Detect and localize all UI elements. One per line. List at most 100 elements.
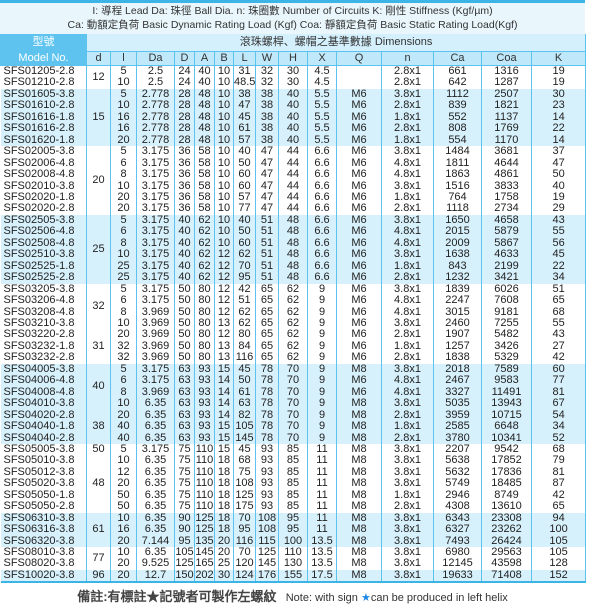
cell-k: 40 — [530, 180, 587, 192]
cell-l: 32 — [110, 352, 137, 364]
cell-h: 40 — [278, 123, 308, 135]
cell-model-no: SFS02006-4.8 — [0, 157, 87, 170]
cell-h: 44 — [278, 203, 308, 215]
cell-model-no: SFS05050-1.8 — [0, 489, 87, 502]
cell-d: 36 — [174, 180, 195, 192]
cell-l: 6 — [110, 295, 137, 307]
cell-w: 65 — [255, 317, 279, 330]
cell-n: 3.8x1 — [381, 283, 434, 296]
cell-l: 16 — [110, 123, 137, 135]
table-row: SFS03205-3.8 32 5 3.175 50 80 12 42 65 62 9 M6 3.8x1… — [0, 283, 587, 330]
cell-x: 9 — [307, 329, 337, 341]
table-row: SFS08020-3.8 20 9.525 125 165 25 120 145 130 13.5… — [0, 558, 587, 570]
cell-model-no: SFS05010-3.8 — [0, 455, 87, 467]
cell-w: 78 — [255, 363, 279, 376]
cell-d: 90 — [174, 524, 195, 536]
cell-l: 95 — [233, 272, 256, 284]
cell-l: 145 — [233, 432, 256, 444]
cell-l: 62 — [233, 317, 256, 330]
cell-q: M6 — [336, 283, 382, 296]
cell-a: 58 — [194, 157, 215, 170]
cell-x: 9 — [307, 340, 337, 353]
cell-h: 62 — [278, 329, 308, 341]
cell-k: 22 — [530, 260, 587, 273]
table-row: SFS04040-2.8 40 6.35 63 93 15 145 78 70 9 M8 2.8x1 3… — [0, 432, 587, 444]
cell-n: 1.8x1 — [381, 191, 434, 204]
cell-b: 10 — [214, 123, 234, 135]
cell-w: 38 — [255, 100, 279, 112]
cell-q: M6 — [336, 260, 382, 273]
table-row: SFS01605-3.8 15 5 2.778 28 48 10 38 38 40 5.5 M6 3.8… — [0, 88, 587, 147]
cell-d: 31 — [86, 329, 111, 364]
cell-model-no: SFS04010-3.8 — [0, 398, 87, 410]
cell-ca: 764 — [433, 191, 482, 204]
cell-k: 23 — [530, 100, 587, 112]
cell-coa: 5879 — [481, 226, 532, 238]
cell-w: 65 — [255, 295, 279, 307]
cell-a: 93 — [194, 375, 215, 387]
cell-k: 87 — [530, 478, 587, 490]
cell-ca: 3780 — [433, 432, 482, 444]
cell-k: 81 — [530, 466, 587, 479]
cell-q: M6 — [336, 146, 382, 158]
cell-x: 6.6 — [307, 260, 337, 273]
cell-a: 80 — [194, 340, 215, 353]
cell-ca: 2585 — [433, 421, 482, 433]
cell-l: 5 — [110, 65, 137, 78]
cell-l: 70 — [233, 512, 256, 525]
table-row: SFS06310-3.8 61 10 6.35 90 125 18 70 108 95 11 M8 3.… — [0, 512, 587, 548]
cell-l: 95 — [233, 524, 256, 536]
cell-a: 40 — [194, 77, 215, 89]
cell-x: 13.5 — [307, 558, 337, 570]
cell-q: M6 — [336, 329, 382, 341]
cell-d: 96 — [86, 569, 111, 584]
cell-ca: 3327 — [433, 386, 482, 399]
cell-ca: 3959 — [433, 409, 482, 422]
cell-coa: 23262 — [481, 524, 532, 536]
cell-a: 93 — [194, 398, 215, 410]
cell-q: M6 — [336, 169, 382, 181]
cell-a: 62 — [194, 272, 215, 284]
cell-l: 50 — [110, 489, 137, 502]
cell-b: 10 — [214, 203, 234, 215]
cell-ca: 1907 — [433, 329, 482, 341]
cell-model-no: SFS05050-2.8 — [0, 501, 87, 513]
cell-l: 50 — [233, 157, 256, 170]
cell-x: 6.6 — [307, 237, 337, 250]
cell-b: 12 — [214, 283, 234, 296]
cell-b: 18 — [214, 478, 234, 490]
cell-d: 50 — [174, 295, 195, 307]
cell-x: 4.5 — [307, 65, 337, 78]
cell-l: 20 — [110, 535, 137, 548]
cell-l: 32 — [110, 340, 137, 353]
column-header-l: l — [110, 51, 137, 66]
cell-coa: 7589 — [481, 363, 532, 376]
cell-l: 16 — [110, 524, 137, 536]
column-header-ca: Ca — [433, 51, 482, 66]
cell-x: 11 — [307, 512, 337, 525]
cell-ca: 661 — [433, 65, 482, 78]
cell-h: 62 — [278, 352, 308, 364]
cell-k: 67 — [530, 398, 587, 410]
cell-q: M6 — [336, 249, 382, 261]
cell-da: 3.969 — [136, 329, 175, 341]
footer-note: 備註:有標註★記號者可製作左螺紋 Note: with sign ★can be… — [0, 586, 585, 605]
cell-w: 108 — [255, 524, 279, 536]
cell-b: 10 — [214, 169, 234, 181]
legend: I: 導程 Lead Da: 珠徑 Ball Dia. n: 珠圈數 Numbe… — [0, 3, 585, 34]
table-row: SFS06316-3.8 16 6.35 90 125 18 95 108 95 11 M8 3.8x… — [0, 524, 587, 536]
cell-ca: 554 — [433, 134, 482, 147]
cell-b: 14 — [214, 409, 234, 422]
cell-k: 55 — [530, 317, 587, 330]
table-row: SFS03232-2.8 32 3.969 50 80 13 116 65 62 9 M6 2.8x1… — [0, 352, 587, 364]
cell-da: 3.175 — [136, 283, 175, 296]
cell-n: 3.8x1 — [381, 363, 434, 376]
cell-a: 110 — [194, 466, 215, 479]
table-row: SFS02006-4.8 6 3.175 36 58 10 50 47 44 6.6 M6 4.8x1… — [0, 157, 587, 170]
cell-d: 40 — [174, 237, 195, 250]
cell-d: 40 — [174, 249, 195, 261]
cell-ca: 7493 — [433, 535, 482, 548]
cell-model-no: SFS02010-3.8 — [0, 180, 87, 192]
cell-l: 77 — [233, 203, 256, 215]
cell-l: 20 — [110, 329, 137, 341]
